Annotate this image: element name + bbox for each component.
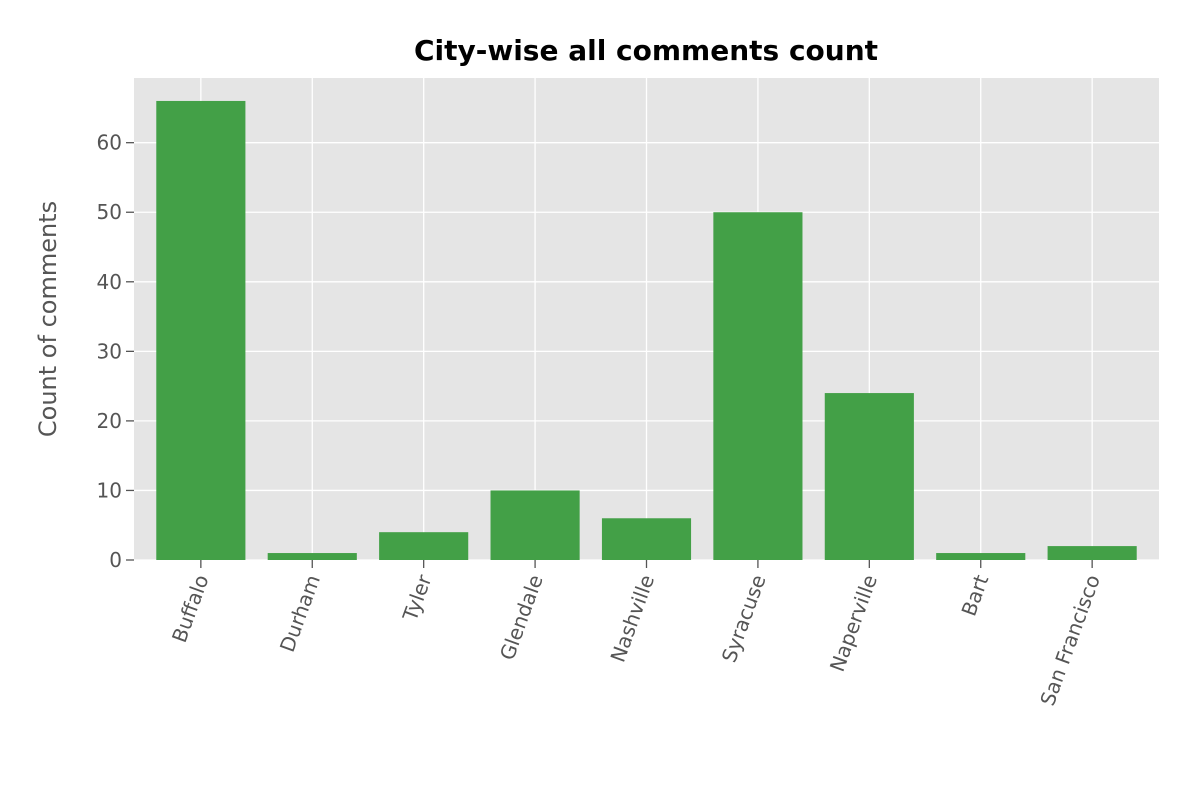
x-tick-label: Bart — [957, 571, 994, 619]
bar-durham — [267, 553, 357, 560]
bar-tyler — [379, 532, 469, 560]
x-tick-label: Tyler — [397, 571, 436, 625]
bar-buffalo — [156, 100, 246, 560]
x-axis: Buffalo Durham Tyler Glendale Nashville Syrac… — [167, 560, 1105, 709]
bar-syracuse — [713, 212, 803, 561]
x-tick-label: Naperville — [825, 572, 882, 675]
x-tick-label: Nashville — [605, 572, 659, 666]
y-tick-label: 60 — [97, 131, 122, 155]
x-tick-label: Buffalo — [167, 572, 214, 646]
bar-bart — [936, 553, 1026, 560]
y-tick-label: 30 — [97, 339, 122, 363]
bar-glendale — [490, 490, 580, 560]
x-tick-label: Durham — [275, 572, 325, 656]
y-tick-label: 40 — [97, 270, 122, 294]
x-tick-label: Syracuse — [717, 572, 771, 666]
y-axis: 0 10 20 30 40 50 60 — [97, 131, 134, 572]
x-tick-label: Glendale — [495, 572, 548, 664]
bar-nashville — [601, 518, 692, 560]
bar-san-francisco — [1047, 546, 1137, 560]
y-tick-label: 20 — [97, 409, 122, 433]
y-axis-label: Count of comments — [34, 201, 62, 437]
chart-title: City-wise all comments count — [414, 34, 878, 67]
y-tick-label: 10 — [97, 478, 122, 502]
y-tick-label: 50 — [97, 200, 122, 224]
y-tick-label: 0 — [109, 548, 122, 572]
bars — [156, 100, 1137, 561]
bar-naperville — [824, 393, 914, 560]
x-tick-label: San Francisco — [1035, 572, 1105, 709]
